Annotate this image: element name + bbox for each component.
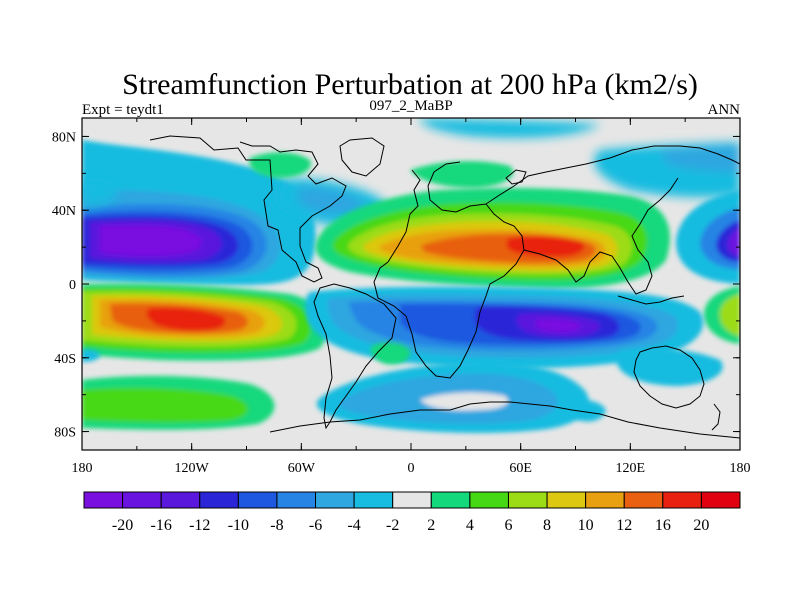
atlantic-cyan-patch-inner [296, 187, 365, 214]
colorbar-box [160, 491, 201, 509]
southern-ocean-high-band-2 [82, 388, 248, 423]
southern-ocean-high [82, 375, 275, 430]
indian-ocean-low-band-7 [536, 319, 581, 332]
west-atlantic-cyan-strip [82, 181, 118, 206]
x-tick-label: 120W [175, 461, 210, 476]
y-axis: 80N 40N 0 40S 80S [52, 130, 740, 441]
colorbar-box [392, 491, 432, 509]
x-tick-label: 180 [72, 461, 93, 476]
asia-south-coast [523, 177, 679, 295]
australia-cyan-patch [568, 400, 606, 422]
colorbar-label: -2 [386, 517, 399, 534]
colorbar-label: -4 [347, 517, 360, 534]
colorbar-label: 2 [427, 517, 435, 534]
colorbar-label: 10 [578, 517, 594, 534]
x-axis: 180 120W 60W 0 60E 120E 180 [72, 118, 751, 476]
southwest-pacific-high-band-2 [719, 294, 740, 336]
plot-area [81, 117, 741, 451]
x-tick-label: 180 [730, 461, 751, 476]
south-pacific-high-band-7 [146, 307, 226, 331]
colorbar-box [122, 491, 162, 509]
south-pacific-high [82, 283, 328, 361]
colorbar-label: 4 [466, 517, 474, 534]
colorbar-label: 8 [543, 517, 551, 534]
colorbar-label: 12 [616, 517, 632, 534]
y-tick-label: 40N [52, 204, 76, 219]
northern-blue-belt-inner [660, 146, 740, 172]
experiment-label: Expt = teydt1 [82, 102, 164, 118]
colorbar-box [546, 491, 587, 509]
colorbar-label: -12 [189, 517, 210, 534]
colorbar-label: 16 [655, 517, 671, 534]
colorbar-label: -8 [270, 517, 283, 534]
south-atlantic-ring-core [420, 392, 509, 411]
arctic-cyan-patch [420, 118, 600, 138]
asian-high-band-7 [506, 235, 585, 257]
southwest-pacific-high [703, 286, 740, 344]
colorbar-box [507, 491, 548, 509]
colorbar-box [276, 491, 317, 509]
arctic-green-patch [410, 161, 514, 188]
north-pacific-low [82, 140, 316, 285]
colorbar-box [199, 491, 239, 509]
europe-africa-coast [373, 161, 525, 379]
coastlines [149, 135, 740, 439]
west-pacific-low-band-4 [727, 228, 740, 256]
colorbar-label: -20 [112, 517, 133, 534]
y-tick-label: 0 [69, 278, 76, 293]
colorbar-box [430, 491, 471, 509]
y-tick-label: 80N [52, 130, 76, 145]
south-america-coast [313, 283, 397, 430]
antarctica-coast [269, 401, 740, 439]
southern-cyan-right-patch [616, 348, 723, 386]
colorbar-label: 6 [504, 517, 512, 534]
colorbar-box [83, 491, 124, 509]
colorbar-label: 20 [693, 517, 709, 534]
siberia-island-coast [505, 169, 527, 185]
greenland-coast [339, 137, 385, 177]
colorbar-box [237, 491, 278, 509]
colorbar-box [353, 491, 394, 509]
colorbar-label: -10 [228, 517, 249, 534]
colorbar: -20 -16 -12 -10 -8 -6 -4 -2 2 4 6 8 10 12 16 20 [83, 491, 741, 534]
northern-blue-belt [82, 118, 740, 226]
x-tick-label: 60E [509, 461, 532, 476]
west-pacific-low [675, 190, 740, 284]
period-label: ANN [708, 102, 741, 118]
north-atlantic-high [249, 152, 311, 178]
australia-coast [633, 345, 705, 409]
north-america-coast [149, 135, 347, 283]
x-tick-label: 60W [288, 461, 316, 476]
y-tick-label: 80S [54, 426, 76, 441]
y-tick-label: 40S [54, 352, 76, 367]
x-tick-label: 120E [616, 461, 646, 476]
contour-fills [82, 118, 740, 433]
colorbar-box [662, 491, 702, 509]
indonesia-coast [617, 295, 685, 305]
colorbar-box [700, 491, 741, 509]
colorbar-label: -16 [151, 517, 172, 534]
colorbar-box [469, 491, 509, 509]
chart-title: Streamfunction Perturbation at 200 hPa (… [122, 68, 698, 101]
colorbar-box [315, 491, 355, 509]
colorbar-label: -6 [309, 517, 322, 534]
north-pacific-low-band-7 [100, 225, 202, 257]
colorbar-box [585, 491, 625, 509]
x-tick-label: 0 [408, 461, 415, 476]
asian-high [315, 188, 670, 289]
new-zealand-coast [711, 403, 721, 431]
south-pacific-cyan-patch [82, 349, 100, 362]
run-label: 097_2_MaBP [369, 98, 452, 114]
colorbar-box [623, 491, 664, 509]
south-atlantic-green-patch [370, 342, 411, 365]
